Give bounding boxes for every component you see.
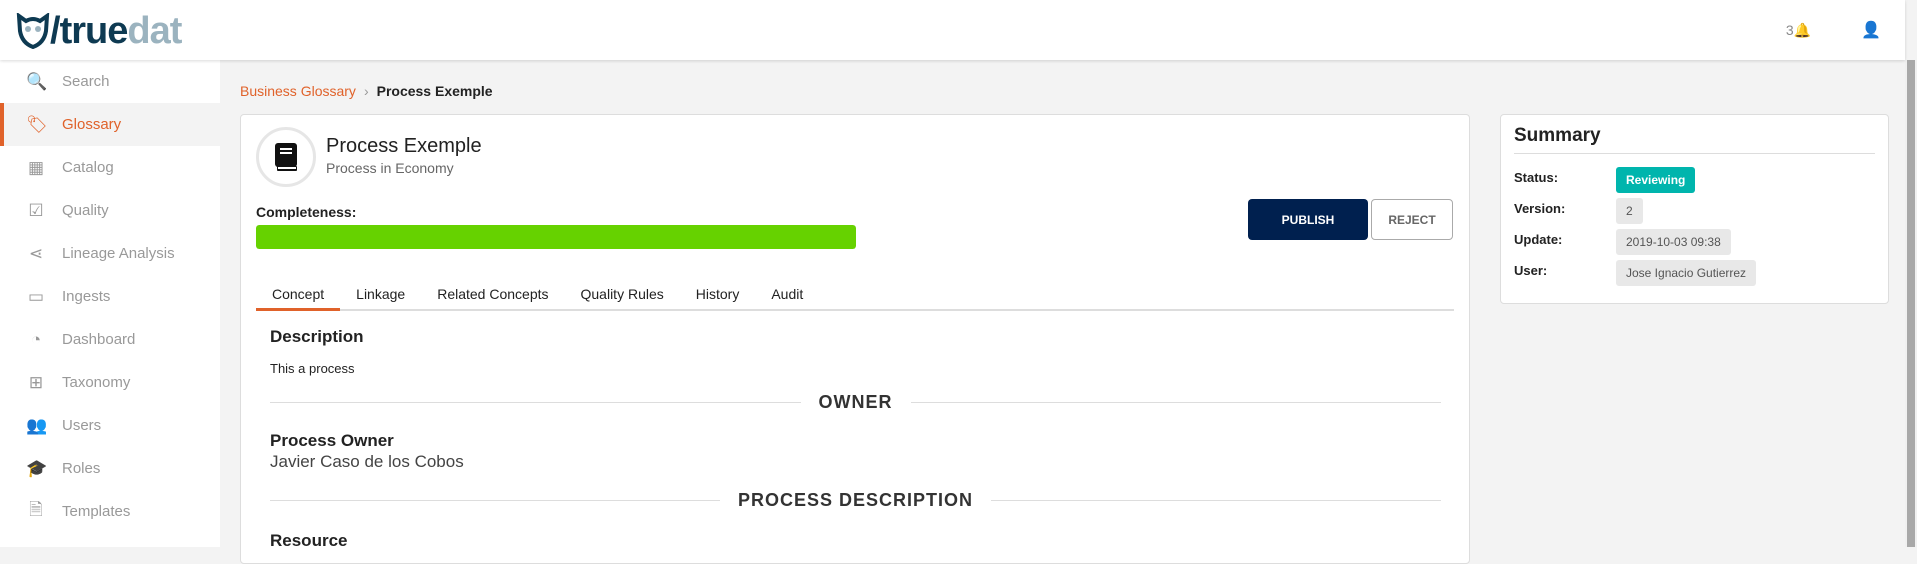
sidebar-item-label: Catalog — [62, 159, 114, 176]
reject-button[interactable]: REJECT — [1371, 199, 1453, 240]
tab-quality-rules[interactable]: Quality Rules — [580, 286, 664, 302]
version-badge: 2 — [1616, 198, 1643, 224]
sidebar-item-label: Dashboard — [62, 331, 136, 348]
process-owner-label: Process Owner — [270, 431, 394, 450]
hdd-icon: ▭ — [27, 286, 45, 306]
bell-icon: 🔔 — [1793, 21, 1812, 38]
book-icon — [256, 127, 316, 187]
owner-section-divider: OWNER — [270, 392, 1441, 413]
sidebar-item-catalog[interactable]: ▦ Catalog — [0, 146, 220, 189]
file-icon: 🗎 — [29, 500, 43, 519]
gauge-icon: ◔ — [30, 329, 42, 349]
grid-icon: ▦ — [27, 157, 45, 177]
notifications-button[interactable]: 3🔔 — [1785, 21, 1812, 38]
sidebar-item-roles[interactable]: 🎓 Roles — [0, 447, 220, 490]
version-label: Version: — [1514, 201, 1566, 216]
sidebar-item-quality[interactable]: ☑ Quality — [0, 189, 220, 232]
sidebar-item-lineage-analysis[interactable]: ⋖ Lineage Analysis — [0, 232, 220, 275]
sidebar-item-label: Roles — [62, 460, 101, 477]
summary-card: Summary Status: Reviewing Version: 2 Upd… — [1500, 114, 1889, 304]
graduation-cap-icon: 🎓 — [26, 458, 48, 478]
users-icon: 👥 — [26, 415, 48, 435]
tab-audit[interactable]: Audit — [771, 286, 804, 302]
truedat-logo[interactable]: / true dat — [16, 12, 182, 50]
concept-title: Process Exemple — [326, 135, 482, 157]
status-badge: Reviewing — [1616, 167, 1696, 193]
summary-title: Summary — [1514, 125, 1875, 154]
chevron-right-icon: › — [363, 83, 369, 99]
scrollbar-thumb[interactable] — [1907, 60, 1915, 547]
sidebar-item-glossary[interactable]: 🏷 Glossary — [0, 103, 220, 146]
sidebar-item-ingests[interactable]: ▭ Ingests — [0, 275, 220, 318]
sidebar-item-label: Templates — [62, 503, 131, 520]
top-header: / true dat 3🔔 👤 — [0, 0, 1905, 60]
concept-tabs: Concept Linkage Related Concepts Quality Ru… — [256, 277, 1454, 311]
process-owner-value: Javier Caso de los Cobos — [270, 452, 464, 471]
tab-concept[interactable]: Concept — [256, 277, 341, 311]
sidebar-item-label: Glossary — [62, 116, 122, 133]
owl-icon — [16, 13, 50, 49]
scrollbar[interactable] — [1905, 60, 1917, 547]
check-square-icon: ☑ — [28, 200, 44, 220]
update-label: Update: — [1514, 232, 1563, 247]
completeness-label: Completeness: — [256, 204, 357, 220]
tab-related-concepts[interactable]: Related Concepts — [437, 286, 549, 302]
completeness-bar — [256, 225, 856, 249]
sidebar-item-label: Users — [62, 417, 102, 434]
sidebar-item-taxonomy[interactable]: ⊞ Taxonomy — [0, 361, 220, 404]
resource-label: Resource — [270, 531, 348, 550]
process-description-divider: PROCESS DESCRIPTION — [270, 490, 1441, 511]
status-label: Status: — [1514, 170, 1559, 185]
sidebar-item-search[interactable]: 🔍 Search — [0, 60, 220, 103]
tab-history[interactable]: History — [695, 286, 740, 302]
sidebar-item-dashboard[interactable]: ◔ Dashboard — [0, 318, 220, 361]
completeness-bar-fill — [256, 225, 856, 249]
concept-card: Process Exemple Process in Economy Compl… — [240, 114, 1470, 564]
sidebar-item-label: Lineage Analysis — [62, 245, 175, 262]
update-badge: 2019-10-03 09:38 — [1616, 229, 1731, 255]
description-text: This a process — [270, 361, 355, 376]
tags-icon: 🏷 — [26, 114, 48, 134]
breadcrumb-current: Process Exemple — [376, 83, 493, 99]
publish-button[interactable]: PUBLISH — [1248, 199, 1368, 240]
description-heading: Description — [270, 327, 364, 346]
sidebar: 🔍 Search 🏷 Glossary ▦ Catalog ☑ Quality ⋖ Lineage… — [0, 60, 220, 547]
concept-domain: Process in Economy — [326, 160, 454, 176]
sidebar-item-label: Ingests — [62, 288, 111, 305]
breadcrumb-business-glossary[interactable]: Business Glossary — [240, 83, 356, 99]
tab-linkage[interactable]: Linkage — [356, 286, 406, 302]
sidebar-item-users[interactable]: 👥 Users — [0, 404, 220, 447]
user-label: User: — [1514, 263, 1548, 278]
user-icon[interactable]: 👤 — [1861, 22, 1881, 39]
sidebar-item-label: Search — [62, 73, 110, 90]
sitemap-icon: ⊞ — [28, 372, 44, 392]
breadcrumb: Business Glossary › Process Exemple — [240, 83, 493, 99]
share-icon: ⋖ — [28, 243, 44, 263]
sidebar-item-templates[interactable]: 🗎 Templates — [0, 490, 220, 533]
sidebar-item-label: Taxonomy — [62, 374, 131, 391]
user-badge: Jose Ignacio Gutierrez — [1616, 260, 1757, 286]
search-icon: 🔍 — [26, 71, 48, 91]
sidebar-item-label: Quality — [62, 202, 109, 219]
